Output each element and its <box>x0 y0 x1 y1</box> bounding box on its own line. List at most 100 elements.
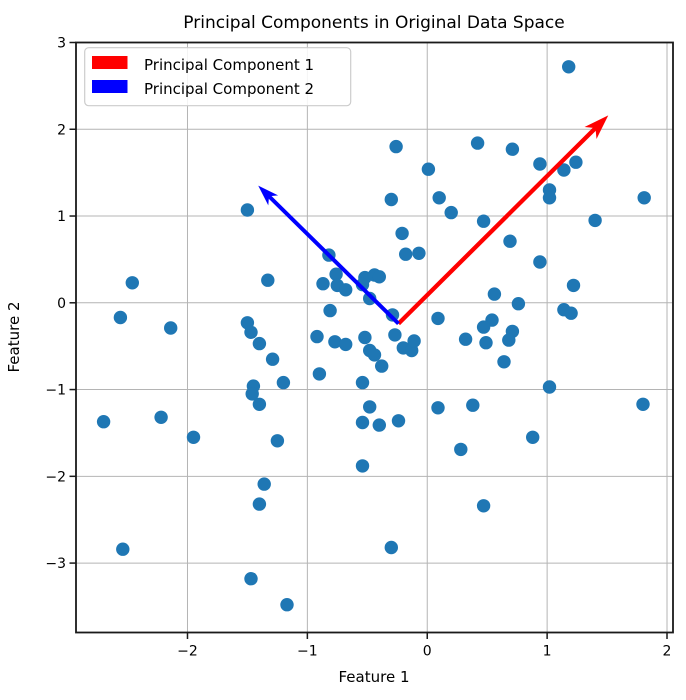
scatter-point <box>244 325 258 339</box>
y-tick-label: −3 <box>45 556 66 572</box>
x-tick-label: −2 <box>177 644 198 660</box>
scatter-point <box>363 400 377 414</box>
x-tick-label: −1 <box>297 644 318 660</box>
scatter-point <box>240 203 255 217</box>
scatter-point <box>497 355 511 369</box>
scatter-point <box>487 287 502 301</box>
scatter-point <box>533 255 547 269</box>
pc-arrow <box>258 185 400 326</box>
scatter-point <box>399 247 413 261</box>
scatter-point <box>384 192 398 207</box>
scatter-point <box>526 430 540 444</box>
scatter-point <box>252 397 267 411</box>
y-tick-label: 2 <box>57 122 66 138</box>
scatter-point <box>323 303 337 318</box>
y-tick-label: 1 <box>57 209 66 225</box>
legend-swatch-pc1 <box>92 56 128 69</box>
scatter-point <box>358 330 372 345</box>
legend-box <box>84 47 352 107</box>
arrow-head-icon <box>584 115 609 140</box>
scatter-point <box>479 336 493 350</box>
scatter-point <box>557 163 571 177</box>
scatter-point <box>454 442 468 457</box>
grid-lines <box>76 42 673 633</box>
scatter-point <box>502 333 516 347</box>
scatter-point <box>388 328 402 342</box>
scatter-point <box>431 401 445 415</box>
scatter-point <box>363 291 377 306</box>
scatter-point <box>566 278 581 293</box>
scatter-point <box>355 277 370 292</box>
scatter-point <box>113 310 128 325</box>
scatter-point <box>265 352 280 366</box>
y-tick-label: −1 <box>45 383 66 399</box>
scatter-point <box>261 273 275 287</box>
scatter-point <box>542 380 557 394</box>
arrow-shaft <box>265 192 400 326</box>
scatter-point <box>316 277 330 291</box>
scatter-point <box>372 418 386 432</box>
scatter-point <box>391 414 406 428</box>
scatter-point <box>96 415 111 429</box>
scatter-point <box>375 359 389 373</box>
scatter-point <box>270 434 285 448</box>
axes-frame <box>75 41 674 634</box>
x-axis-label: Feature 1 <box>339 668 410 686</box>
scatter-point <box>470 136 485 150</box>
scatter-point <box>389 139 403 154</box>
tick-labels: −2 −1 0 1 2 −3 −2 −1 0 1 2 3 <box>45 36 671 660</box>
scatter-point <box>432 191 446 205</box>
scatter-point <box>329 267 343 281</box>
y-tick-label: 0 <box>57 296 66 312</box>
scatter-point <box>533 157 547 171</box>
scatter-point <box>280 598 294 612</box>
scatter-point <box>339 283 353 297</box>
scatter-point <box>542 191 557 205</box>
scatter-point <box>310 329 324 344</box>
scatter-point <box>276 375 291 390</box>
scatter-point <box>476 499 491 513</box>
scatter-point <box>312 367 327 381</box>
scatter-point <box>476 214 491 228</box>
scatter-point <box>367 348 382 362</box>
scatter-point <box>412 246 426 260</box>
scatter-points <box>96 60 651 612</box>
legend-swatch-pc2 <box>92 80 128 93</box>
pc-arrows <box>258 115 609 326</box>
scatter-point <box>372 270 386 284</box>
scatter-point <box>355 375 370 390</box>
scatter-point <box>421 162 436 176</box>
scatter-point <box>637 191 651 205</box>
legend-label-pc1: Principal Component 1 <box>144 56 314 74</box>
scatter-point <box>511 297 526 311</box>
scatter-point <box>431 311 445 326</box>
scatter-point <box>562 60 576 74</box>
y-tick-label: 3 <box>57 36 66 52</box>
arrow-head-icon <box>258 185 279 206</box>
scatter-point <box>252 336 267 351</box>
scatter-point <box>636 397 650 411</box>
scatter-point <box>355 459 370 473</box>
legend: Principal Component 1 Principal Component… <box>84 47 352 107</box>
x-tick-label: 1 <box>543 644 552 660</box>
scatter-point <box>154 410 168 424</box>
scatter-point <box>476 320 491 334</box>
y-axis-label: Feature 2 <box>5 302 23 373</box>
scatter-point <box>407 334 421 348</box>
scatter-point <box>588 213 602 228</box>
pc-arrow <box>396 115 609 326</box>
scatter-point <box>164 321 178 335</box>
chart-title: Principal Components in Original Data Sp… <box>183 13 564 33</box>
scatter-point <box>503 234 517 248</box>
scatter-point <box>116 542 130 556</box>
scatter-point <box>257 477 271 491</box>
scatter-point <box>384 540 398 555</box>
scatter-point <box>125 276 139 290</box>
scatter-point <box>564 306 578 320</box>
plot-border <box>75 41 674 634</box>
x-tick-label: 2 <box>663 644 672 660</box>
scatter-point <box>244 572 258 586</box>
scatter-point <box>466 398 480 412</box>
scatter-point <box>395 226 409 241</box>
